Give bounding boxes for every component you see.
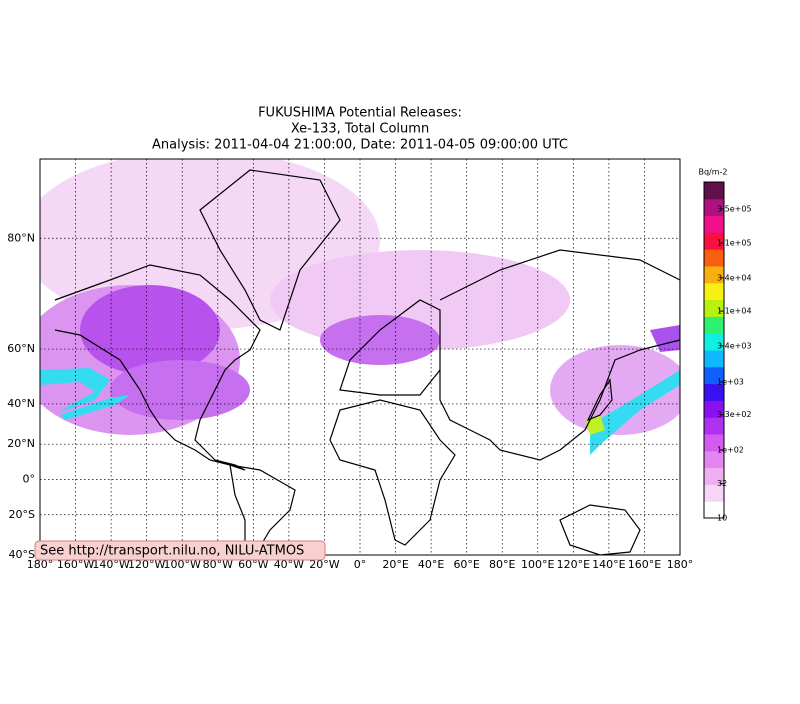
lon-label: 180° xyxy=(667,558,694,571)
lon-label: 60°W xyxy=(238,558,268,571)
map-area xyxy=(40,159,680,555)
colorbar-segment xyxy=(704,299,724,317)
title-line: FUKUSHIMA Potential Releases: xyxy=(258,106,462,121)
colorbar-tick-label: 3.5e+05 xyxy=(717,204,752,213)
lon-label: 100°W xyxy=(164,558,201,571)
lat-label: 20°N xyxy=(7,437,35,450)
lon-label: 20°W xyxy=(309,558,339,571)
colorbar-unit: Bq/m-2 xyxy=(698,168,727,177)
colorbar-segment xyxy=(704,484,724,502)
lon-label: 140°E xyxy=(592,558,625,571)
colorbar-segment xyxy=(704,350,724,368)
plumes xyxy=(40,159,680,455)
credit: See http://transport.nilu.no, NILU-ATMOS xyxy=(40,544,304,559)
colorbar: 3.5e+05 1.1e+05 3.4e+04 1.1e+04 3.4e+03 1e+03… xyxy=(703,181,752,523)
lat-label: 20°S xyxy=(9,508,35,521)
colorbar-frame xyxy=(703,181,725,519)
lon-label: 120°W xyxy=(128,558,165,571)
colorbar-segment xyxy=(704,215,724,233)
lon-label: 80°E xyxy=(489,558,515,571)
lon-label: 20°E xyxy=(382,558,408,571)
lon-label: 160°E xyxy=(628,558,661,571)
colorbar-segment xyxy=(704,467,724,485)
colorbar-tick-label: 3.4e+03 xyxy=(717,341,752,350)
colorbar-tick-label: 10 xyxy=(717,514,727,523)
colorbar-segment xyxy=(704,400,724,418)
colorbar-segment xyxy=(704,501,724,519)
colorbar-segment xyxy=(704,366,724,385)
colorbar-segment xyxy=(704,316,724,334)
lat-label: 40°N xyxy=(7,397,35,410)
colorbar-tick-label: 1e+02 xyxy=(717,445,744,454)
lon-label: 60°E xyxy=(453,558,479,571)
lon-label: 100°E xyxy=(521,558,554,571)
lat-label: 40°S xyxy=(9,548,35,561)
lat-label: 80°N xyxy=(7,231,35,244)
lon-label: 140°W xyxy=(92,558,129,571)
colorbar-segment xyxy=(704,182,724,200)
colorbar-segment xyxy=(704,417,724,435)
colorbar-tick-label: 3.4e+04 xyxy=(717,273,752,282)
colorbar-tick-label: 1.1e+04 xyxy=(717,307,752,316)
colorbar-tick-label: 3.3e+02 xyxy=(717,410,752,419)
colorbar-tick-label: 1e+03 xyxy=(717,377,744,386)
map-frame xyxy=(39,158,681,556)
credit-box xyxy=(34,540,326,561)
colorbar-tick-label: 1.1e+05 xyxy=(717,239,752,248)
lon-label: 120°E xyxy=(557,558,590,571)
colorbar-segment xyxy=(704,383,724,401)
colorbar-segment xyxy=(704,450,724,469)
title-line: Analysis: 2011-04-04 21:00:00, Date: 201… xyxy=(152,138,568,153)
colorbar-tick-label: 32 xyxy=(717,479,727,488)
lon-label: 40°E xyxy=(418,558,444,571)
lat-label: 0° xyxy=(23,472,36,485)
lon-label: 0° xyxy=(354,558,367,571)
colorbar-segment xyxy=(704,333,724,351)
colorbar-segment xyxy=(704,232,724,250)
lon-label: 40°W xyxy=(274,558,304,571)
lon-label: 180° xyxy=(27,558,54,571)
colorbar-segment xyxy=(704,249,724,267)
colorbar-segment xyxy=(704,198,724,217)
colorbar-segment xyxy=(704,434,724,452)
lon-label: 80°W xyxy=(203,558,233,571)
colorbar-segment xyxy=(704,282,724,301)
colorbar-segment xyxy=(704,266,724,284)
graticule xyxy=(40,159,680,555)
lat-label: 60°N xyxy=(7,342,35,355)
lon-label: 160°W xyxy=(57,558,94,571)
title-line: Xe-133, Total Column xyxy=(291,122,429,137)
